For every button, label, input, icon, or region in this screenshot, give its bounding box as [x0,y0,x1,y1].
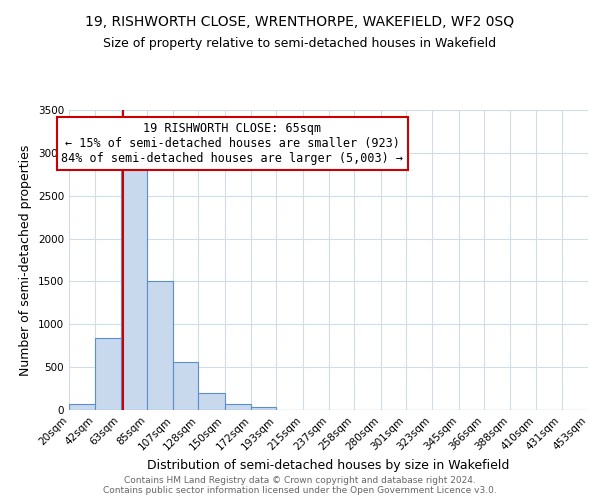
Bar [251,408,277,410]
Text: Contains HM Land Registry data © Crown copyright and database right 2024.: Contains HM Land Registry data © Crown c… [124,476,476,485]
Bar [121,170,147,410]
Y-axis label: Number of semi-detached properties: Number of semi-detached properties [19,144,32,376]
Bar [173,362,199,410]
Bar [69,404,95,410]
Text: 19, RISHWORTH CLOSE, WRENTHORPE, WAKEFIELD, WF2 0SQ: 19, RISHWORTH CLOSE, WRENTHORPE, WAKEFIE… [85,15,515,29]
X-axis label: Distribution of semi-detached houses by size in Wakefield: Distribution of semi-detached houses by … [148,458,509,471]
Text: Contains public sector information licensed under the Open Government Licence v3: Contains public sector information licen… [103,486,497,495]
Bar [95,338,121,410]
Text: 19 RISHWORTH CLOSE: 65sqm
← 15% of semi-detached houses are smaller (923)
84% of: 19 RISHWORTH CLOSE: 65sqm ← 15% of semi-… [61,122,403,165]
Bar [147,280,173,410]
Bar [199,394,225,410]
Bar [225,404,251,410]
Text: Size of property relative to semi-detached houses in Wakefield: Size of property relative to semi-detach… [103,38,497,51]
